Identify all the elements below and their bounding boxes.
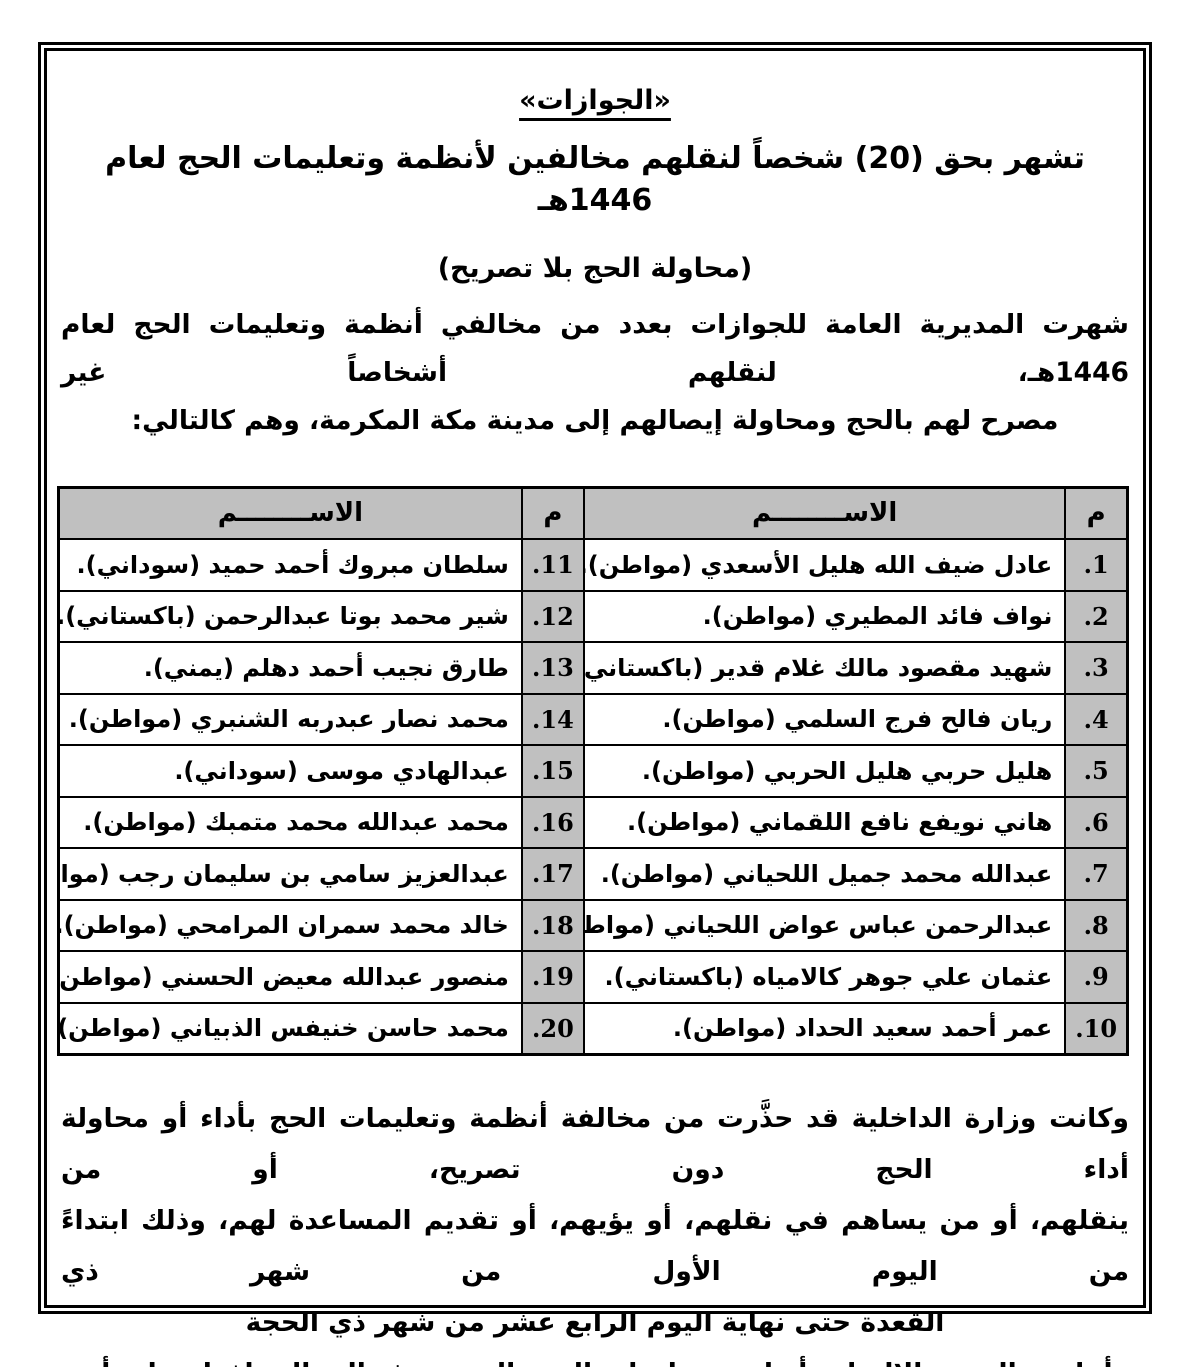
name-column-header: الاســــــــم <box>582 486 1067 541</box>
name-cell: عبدالرحمن عباس عواض اللحياني (مواطن). <box>582 898 1067 953</box>
name-cell: عمر أحمد سعيد الحداد (مواطن). <box>582 1001 1067 1056</box>
intro-line: شهرت المديرية العامة للجوازات بعدد من مخ… <box>61 309 1129 389</box>
row-number-cell: 2. <box>1064 589 1129 644</box>
row-number-cell: 19. <box>520 950 585 1004</box>
name-cell: شهيد مقصود مالك غلام قدير (باكستاني). <box>582 641 1067 695</box>
row-number-cell: 12. <box>520 589 585 644</box>
row-number-cell: 11. <box>520 538 585 592</box>
paragraph-line: القعدة حتى نهاية اليوم الرابع عشر من شهر… <box>245 1306 945 1338</box>
name-cell: سلطان مبروك أحمد حميد (سوداني). <box>57 538 523 592</box>
table-row: 2. نواف فائد المطيري (مواطن). 12. شير مح… <box>57 589 1129 644</box>
headline: تشهر بحق (20) شخصاً لنقلهم مخالفين لأنظم… <box>105 141 1085 218</box>
name-cell: هاني نويفع نافع اللقماني (مواطن). <box>582 795 1067 850</box>
table-row: 3. شهيد مقصود مالك غلام قدير (باكستاني).… <box>57 641 1129 695</box>
reporting-paragraph: وأهابت بالجميع الالتزام بأنظمة وتعليمات … <box>61 1349 1129 1367</box>
name-cell: شير محمد بوتا عبدالرحمن (باكستاني). <box>57 589 523 644</box>
table-header: م الاســــــــم م الاســــــــم <box>57 486 1129 541</box>
table-row: 1. عادل ضيف الله هليل الأسعدي (مواطن). 1… <box>57 538 1129 592</box>
number-column-header: م <box>1064 486 1129 541</box>
row-number-cell: 14. <box>520 692 585 747</box>
table-header-row: م الاســــــــم م الاســــــــم <box>57 486 1129 541</box>
row-number-cell: 13. <box>520 641 585 695</box>
name-cell: نواف فائد المطيري (مواطن). <box>582 589 1067 644</box>
name-cell: عبدالله محمد جميل اللحياني (مواطن). <box>582 847 1067 901</box>
paragraph-line: وأهابت بالجميع الالتزام بأنظمة وتعليمات … <box>61 1349 1129 1367</box>
row-number-cell: 20. <box>520 1001 585 1056</box>
intro-line: مصرح لهم بالحج ومحاولة إيصالهم إلى مدينة… <box>131 405 1059 437</box>
warning-paragraph: وكانت وزارة الداخلية قد حذَّرت من مخالفة… <box>61 1094 1129 1348</box>
subheadline: (محاولة الحج بلا تصريح) <box>437 253 753 284</box>
row-number-cell: 6. <box>1064 795 1129 850</box>
name-cell: عبدالعزيز سامي بن سليمان رجب (مواطن). <box>57 847 523 901</box>
row-number-cell: 1. <box>1064 538 1129 592</box>
row-number-cell: 3. <box>1064 641 1129 695</box>
table-row: 10. عمر أحمد سعيد الحداد (مواطن). 20. مح… <box>57 1001 1129 1056</box>
row-number-cell: 5. <box>1064 744 1129 798</box>
name-cell: محمد حاسن خنيفس الذبياني (مواطن). <box>57 1001 523 1056</box>
row-number-cell: 4. <box>1064 692 1129 747</box>
name-cell: خالد محمد سمران المرامحي (مواطن). <box>57 898 523 953</box>
name-cell: منصور عبدالله معيض الحسني (مواطن). <box>57 950 523 1004</box>
name-cell: عثمان علي جوهر كالامياه (باكستاني). <box>582 950 1067 1004</box>
kicker-row: «الجوازات» <box>61 85 1129 116</box>
table-row: 6. هاني نويفع نافع اللقماني (مواطن). 16.… <box>57 795 1129 850</box>
paragraph-line: وكانت وزارة الداخلية قد حذَّرت من مخالفة… <box>61 1103 1129 1186</box>
paragraph-line: ينقلهم، أو من يساهم في نقلهم، أو يؤيهم، … <box>61 1204 1129 1287</box>
table-row: 7. عبدالله محمد جميل اللحياني (مواطن). 1… <box>57 847 1129 901</box>
row-number-cell: 8. <box>1064 898 1129 953</box>
row-number-cell: 9. <box>1064 950 1129 1004</box>
table-row: 9. عثمان علي جوهر كالامياه (باكستاني). 1… <box>57 950 1129 1004</box>
table-row: 4. ريان فالح فرج السلمي (مواطن). 14. محم… <box>57 692 1129 747</box>
intro-paragraph: شهرت المديرية العامة للجوازات بعدد من مخ… <box>61 301 1129 446</box>
document-frame: «الجوازات» تشهر بحق (20) شخصاً لنقلهم مخ… <box>38 42 1152 1367</box>
table-row: 5. هليل حربي هليل الحربي (مواطن). 15. عب… <box>57 744 1129 798</box>
name-cell: عبدالهادي موسى (سوداني). <box>57 744 523 798</box>
row-number-cell: 7. <box>1064 847 1129 901</box>
name-cell: هليل حربي هليل الحربي (مواطن). <box>582 744 1067 798</box>
name-cell: ريان فالح فرج السلمي (مواطن). <box>582 692 1067 747</box>
name-cell: طارق نجيب أحمد دهلم (يمني). <box>57 641 523 695</box>
name-cell: محمد عبدالله محمد متمبك (مواطن). <box>57 795 523 850</box>
row-number-cell: 18. <box>520 898 585 953</box>
table-row: 8. عبدالرحمن عباس عواض اللحياني (مواطن).… <box>57 898 1129 953</box>
name-cell: عادل ضيف الله هليل الأسعدي (مواطن). <box>582 538 1067 592</box>
number-column-header: م <box>520 486 585 541</box>
row-number-cell: 15. <box>520 744 585 798</box>
row-number-cell: 16. <box>520 795 585 850</box>
name-column-header: الاســــــــم <box>57 486 523 541</box>
row-number-cell: 17. <box>520 847 585 901</box>
section-title: «الجوازات» <box>519 85 671 116</box>
violators-table: م الاســــــــم م الاســــــــم 1. عادل … <box>57 485 1129 1057</box>
name-cell: محمد نصار عبدربه الشنبري (مواطن). <box>57 692 523 747</box>
row-number-cell: 10. <box>1064 1001 1129 1056</box>
